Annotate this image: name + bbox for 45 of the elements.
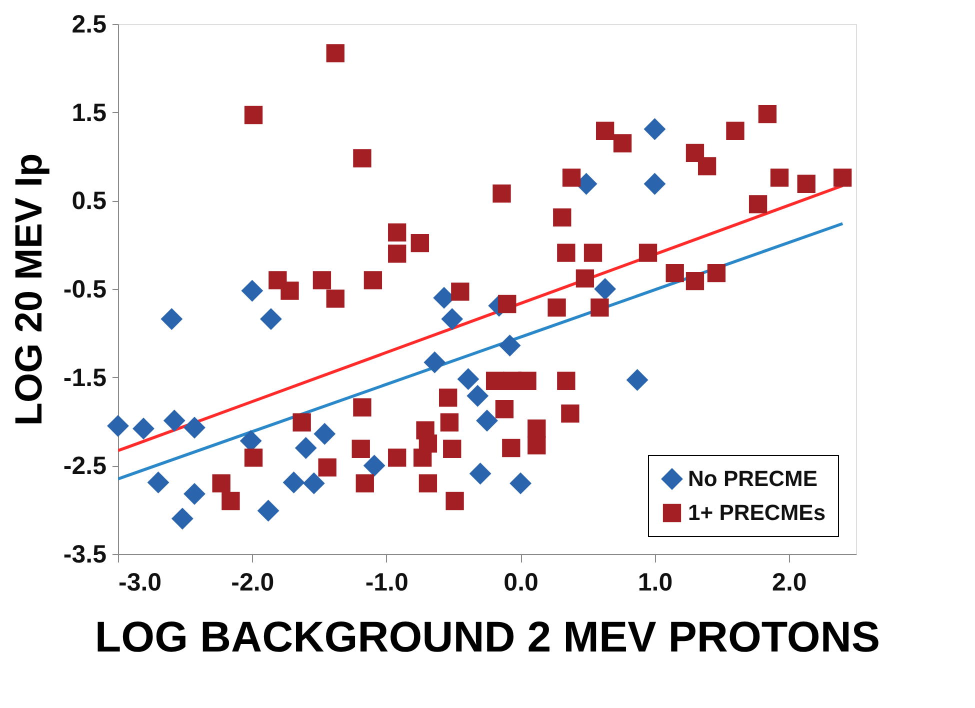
point: [644, 118, 666, 140]
x-tick-label: -2.0: [231, 568, 274, 596]
point: [147, 471, 170, 494]
point: [257, 500, 280, 522]
x-tick-label: -3.0: [118, 568, 162, 596]
point: [476, 410, 498, 432]
y-tick-label: 0.5: [72, 187, 107, 216]
point: [260, 308, 282, 330]
point: [626, 369, 648, 391]
point: [282, 471, 305, 494]
x-tick-label: 1.0: [638, 568, 673, 596]
legend-label: No PRECME: [688, 466, 818, 491]
point: [498, 334, 521, 356]
y-tick-label: -2.5: [63, 452, 107, 480]
legend-label: 1+ PRECMEs: [688, 500, 826, 525]
point: [184, 482, 206, 505]
point: [469, 462, 492, 485]
point: [171, 508, 194, 530]
x-tick-label: 2.0: [772, 568, 807, 596]
point: [132, 418, 154, 440]
point: [363, 454, 386, 477]
y-tick-label: -0.5: [63, 276, 107, 304]
point: [302, 472, 325, 494]
point: [510, 472, 532, 494]
point: [314, 422, 336, 445]
point: [466, 384, 489, 407]
point: [241, 280, 264, 302]
point: [441, 308, 464, 330]
y-tick-label: -1.5: [63, 364, 107, 392]
x-tick-label: -1.0: [365, 568, 408, 596]
point: [457, 368, 480, 390]
y-tick-label: 2.5: [72, 10, 107, 38]
point: [184, 416, 206, 439]
y-tick-label: -3.5: [63, 540, 107, 568]
point: [160, 308, 183, 330]
point: [107, 414, 129, 437]
point: [424, 351, 446, 374]
point: [644, 172, 666, 195]
point: [294, 437, 317, 459]
x-axis-title: LOG BACKGROUND 2 MEV PROTONS: [94, 614, 880, 662]
point: [594, 278, 616, 300]
x-tick-label: 0.0: [504, 568, 538, 596]
point: [163, 410, 186, 432]
y-axis-title: LOG 20 MEV Ip: [8, 153, 50, 426]
y-tick-label: 1.5: [72, 98, 107, 127]
